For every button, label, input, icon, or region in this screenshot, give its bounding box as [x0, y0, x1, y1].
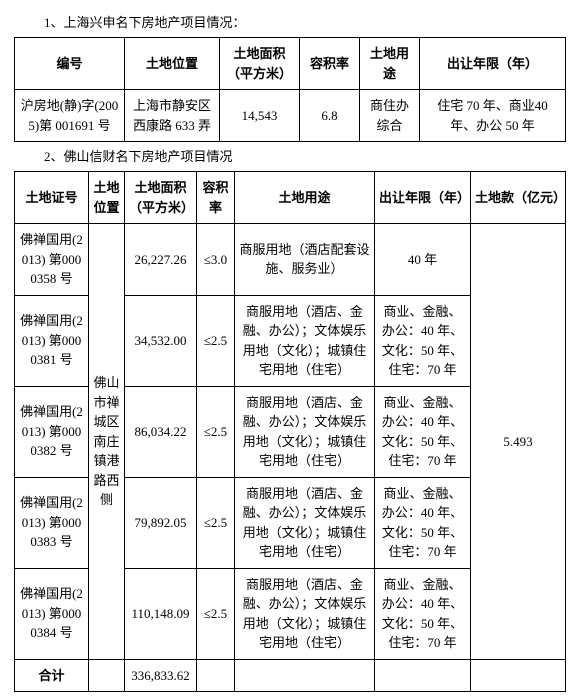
cell-price-merged: 5.493	[471, 224, 566, 660]
cell-far: ≤3.0	[197, 224, 235, 296]
th-use: 土地用途	[235, 172, 375, 224]
cell-area: 86,034.22	[125, 386, 197, 477]
th-far: 容积率	[197, 172, 235, 224]
cell-term: 商业、金融、办公：40 年、文化：50 年、住宅：70 年	[375, 295, 471, 386]
cell-use: 商服用地（酒店配套设施、服务业）	[235, 224, 375, 296]
cell-id: 佛禅国用(2013) 第0000384 号	[15, 568, 89, 659]
table-row: 沪房地(静)字(2005)第 001691 号 上海市静安区西康路 633 弄 …	[15, 90, 566, 142]
th-use: 土地用途	[360, 38, 420, 90]
cell-area: 34,532.00	[125, 295, 197, 386]
cell-far: ≤2.5	[197, 386, 235, 477]
cell-empty	[375, 659, 471, 692]
cell-area: 110,148.09	[125, 568, 197, 659]
cell-use: 商服用地（酒店、金融、办公）；文体娱乐用地（文化）；城镇住宅用地（住宅）	[235, 386, 375, 477]
cell-term: 商业、金融、办公：40 年、文化：50 年、住宅：70 年	[375, 477, 471, 568]
cell-far: 6.8	[300, 90, 360, 142]
cell-area: 14,543	[220, 90, 300, 142]
cell-location: 上海市静安区西康路 633 弄	[125, 90, 220, 142]
th-area: 土地面积（平方米）	[125, 172, 197, 224]
cell-total-area: 336,833.62	[125, 659, 197, 692]
cell-term: 40 年	[375, 224, 471, 296]
cell-location-merged: 佛山市禅城区南庄镇港路西侧	[89, 224, 125, 660]
cell-use: 商住办综合	[360, 90, 420, 142]
th-term: 出让年限（年）	[420, 38, 566, 90]
table-header-row: 编号 土地位置 土地面积（平方米） 容积率 土地用途 出让年限（年）	[15, 38, 566, 90]
th-id: 编号	[15, 38, 125, 90]
table-header-row: 土地证号 土地位置 土地面积（平方米） 容积率 土地用途 出让年限（年） 土地款…	[15, 172, 566, 224]
cell-id: 沪房地(静)字(2005)第 001691 号	[15, 90, 125, 142]
cell-use: 商服用地（酒店、金融、办公）；文体娱乐用地（文化）；城镇住宅用地（住宅）	[235, 295, 375, 386]
cell-empty	[235, 659, 375, 692]
th-area: 土地面积（平方米）	[220, 38, 300, 90]
cell-empty	[89, 659, 125, 692]
cell-id: 佛禅国用(2013) 第0000358 号	[15, 224, 89, 296]
th-location: 土地位置	[125, 38, 220, 90]
cell-far: ≤2.5	[197, 568, 235, 659]
cell-id: 佛禅国用(2013) 第0000381 号	[15, 295, 89, 386]
section2-title: 2、佛山信财名下房地产项目情况	[44, 146, 566, 165]
table-shanghai: 编号 土地位置 土地面积（平方米） 容积率 土地用途 出让年限（年） 沪房地(静…	[14, 37, 566, 142]
cell-term: 商业、金融、办公：40 年、文化：50 年、住宅：70 年	[375, 568, 471, 659]
cell-area: 79,892.05	[125, 477, 197, 568]
th-id: 土地证号	[15, 172, 89, 224]
cell-use: 商服用地（酒店、金融、办公）；文体娱乐用地（文化）；城镇住宅用地（住宅）	[235, 568, 375, 659]
cell-term: 住宅 70 年、商业40 年、办公 50 年	[420, 90, 566, 142]
th-price: 土地款（亿元）	[471, 172, 566, 224]
th-far: 容积率	[300, 38, 360, 90]
cell-term: 商业、金融、办公：40 年、文化：50 年、住宅：70 年	[375, 386, 471, 477]
cell-empty	[197, 659, 235, 692]
table-row: 佛禅国用(2013) 第0000358 号 佛山市禅城区南庄镇港路西侧 26,2…	[15, 224, 566, 296]
cell-area: 26,227.26	[125, 224, 197, 296]
cell-id: 佛禅国用(2013) 第0000382 号	[15, 386, 89, 477]
th-term: 出让年限（年）	[375, 172, 471, 224]
section1-title: 1、上海兴申名下房地产项目情况：	[44, 12, 566, 31]
th-location: 土地位置	[89, 172, 125, 224]
cell-total-label: 合计	[15, 659, 89, 692]
cell-id: 佛禅国用(2013) 第0000383 号	[15, 477, 89, 568]
cell-use: 商服用地（酒店、金融、办公）；文体娱乐用地（文化）；城镇住宅用地（住宅）	[235, 477, 375, 568]
table-foshan: 土地证号 土地位置 土地面积（平方米） 容积率 土地用途 出让年限（年） 土地款…	[14, 171, 566, 692]
table-total-row: 合计 336,833.62	[15, 659, 566, 692]
cell-empty	[471, 659, 566, 692]
cell-far: ≤2.5	[197, 477, 235, 568]
cell-far: ≤2.5	[197, 295, 235, 386]
